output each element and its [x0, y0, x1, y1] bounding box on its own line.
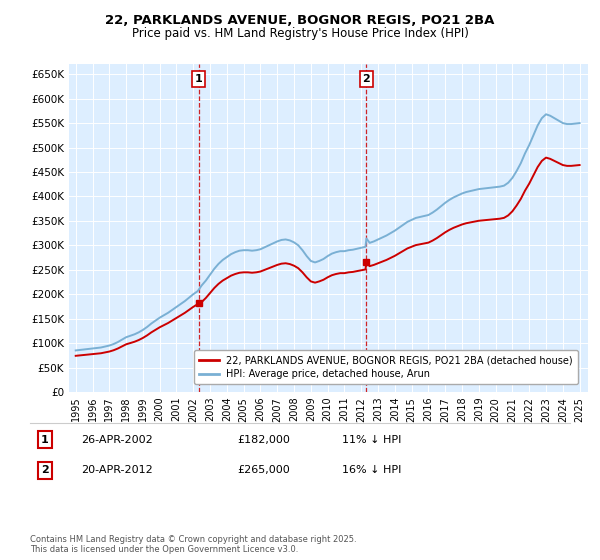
Text: 22, PARKLANDS AVENUE, BOGNOR REGIS, PO21 2BA: 22, PARKLANDS AVENUE, BOGNOR REGIS, PO21…	[106, 14, 494, 27]
Text: 1: 1	[41, 435, 49, 445]
Text: Price paid vs. HM Land Registry's House Price Index (HPI): Price paid vs. HM Land Registry's House …	[131, 27, 469, 40]
Text: 2: 2	[41, 465, 49, 475]
Text: 11% ↓ HPI: 11% ↓ HPI	[342, 435, 401, 445]
Text: £182,000: £182,000	[237, 435, 290, 445]
Text: Contains HM Land Registry data © Crown copyright and database right 2025.
This d: Contains HM Land Registry data © Crown c…	[30, 535, 356, 554]
Text: 1: 1	[195, 74, 203, 84]
Text: 16% ↓ HPI: 16% ↓ HPI	[342, 465, 401, 475]
Text: 20-APR-2012: 20-APR-2012	[81, 465, 153, 475]
Legend: 22, PARKLANDS AVENUE, BOGNOR REGIS, PO21 2BA (detached house), HPI: Average pric: 22, PARKLANDS AVENUE, BOGNOR REGIS, PO21…	[194, 350, 578, 384]
Text: 2: 2	[362, 74, 370, 84]
Text: £265,000: £265,000	[237, 465, 290, 475]
Text: 26-APR-2002: 26-APR-2002	[81, 435, 153, 445]
